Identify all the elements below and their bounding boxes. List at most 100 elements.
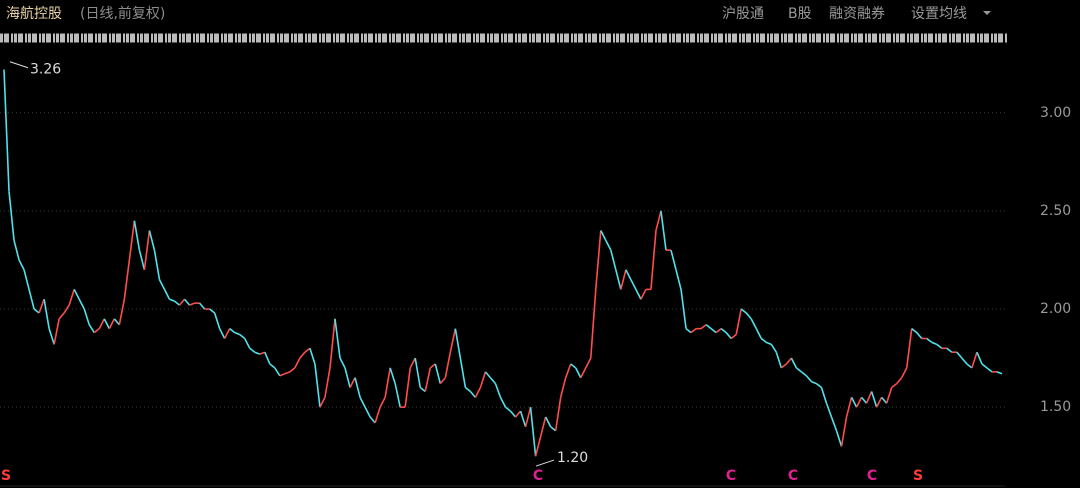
price-segment: [655, 210, 662, 231]
low-arrow: [535, 459, 555, 467]
price-segment: [474, 387, 482, 398]
price-segment: [835, 430, 843, 447]
price-segment: [966, 363, 973, 369]
menu-item[interactable]: 沪股通: [722, 6, 764, 22]
price-segment: [8, 191, 15, 241]
price-segment: [685, 328, 692, 334]
price-segment: [710, 328, 717, 334]
price-segment: [534, 436, 542, 457]
y-tick-label: 1.50: [1040, 399, 1071, 415]
menu-item[interactable]: 融资融券: [829, 6, 885, 22]
price-segment: [229, 328, 236, 334]
price-segment: [580, 367, 587, 379]
price-segment: [815, 382, 822, 389]
price-segment: [53, 318, 60, 345]
price-segment: [394, 383, 401, 408]
price-segment: [770, 343, 777, 353]
price-segment: [138, 249, 146, 270]
price-segment: [274, 367, 281, 377]
price-segment: [143, 230, 151, 270]
price-segment: [740, 308, 747, 314]
price-segment: [946, 347, 953, 353]
price-segment: [329, 318, 336, 368]
price-segment: [223, 328, 231, 339]
price-segment: [700, 324, 707, 330]
price-segment: [855, 396, 863, 408]
price-segment: [73, 289, 80, 300]
price-segment: [524, 406, 532, 427]
price-segment: [259, 351, 266, 355]
price-segment: [63, 304, 70, 314]
price-segment: [625, 269, 632, 280]
price-segment: [795, 367, 802, 373]
menu-item[interactable]: 设置均线: [911, 6, 967, 22]
price-segment: [128, 220, 136, 261]
event-marker: C: [867, 468, 877, 484]
price-segment: [891, 382, 898, 389]
price-segment: [158, 279, 166, 290]
price-segment: [369, 416, 376, 424]
price-segment: [339, 357, 346, 369]
event-marker: C: [788, 468, 798, 484]
price-segment: [850, 396, 858, 408]
price-segment: [881, 396, 888, 404]
price-segment: [705, 324, 712, 330]
price-segment: [279, 373, 286, 377]
price-segment: [103, 318, 111, 330]
price-segment: [735, 308, 743, 335]
price-segment: [409, 357, 416, 369]
price-segment: [334, 318, 341, 359]
event-marker: C: [726, 468, 736, 484]
price-segment: [675, 269, 682, 290]
price-segment: [344, 367, 351, 388]
event-marker: C: [533, 468, 543, 484]
price-segment: [88, 324, 95, 334]
price-segment: [529, 407, 537, 457]
price-segment: [434, 363, 442, 384]
price-segment: [239, 333, 246, 340]
price-segment: [509, 410, 517, 418]
price-segment: [865, 391, 873, 404]
price-segment: [760, 337, 767, 344]
price-segment: [169, 298, 175, 302]
price-segment: [640, 289, 647, 300]
high-label: 3.26: [30, 62, 61, 78]
price-segment: [118, 299, 126, 325]
price-segment: [785, 357, 792, 365]
price-segment: [564, 363, 572, 378]
menu-item[interactable]: B股: [788, 6, 812, 22]
price-segment: [589, 289, 597, 359]
price-segment: [875, 396, 883, 408]
price-segment: [244, 338, 251, 349]
price-segment: [484, 371, 492, 379]
price-segment: [424, 367, 432, 392]
price-segment: [349, 377, 356, 388]
price-segment: [489, 377, 497, 385]
price-segment: [870, 391, 878, 408]
price-segment: [825, 402, 833, 418]
price-segment: [635, 289, 642, 300]
price-segment: [885, 387, 893, 404]
price-segment: [539, 416, 547, 437]
price-segment: [730, 333, 737, 340]
dropdown-arrow[interactable]: [983, 11, 991, 15]
price-segment: [78, 298, 85, 310]
price-segment: [900, 367, 908, 379]
price-segment: [379, 396, 386, 408]
high-arrow: [9, 61, 29, 69]
price-segment: [800, 371, 807, 377]
price-segment: [284, 371, 291, 375]
price-segment: [519, 410, 527, 428]
y-tick-label: 2.00: [1040, 301, 1071, 317]
price-segment: [454, 328, 462, 359]
price-segment: [690, 328, 697, 334]
price-segment: [494, 383, 502, 398]
price-segment: [811, 380, 817, 385]
y-tick-label: 2.50: [1040, 203, 1071, 219]
price-segment: [931, 341, 938, 346]
price-segment: [404, 367, 412, 408]
price-segment: [33, 308, 40, 314]
price-segment: [820, 387, 828, 404]
